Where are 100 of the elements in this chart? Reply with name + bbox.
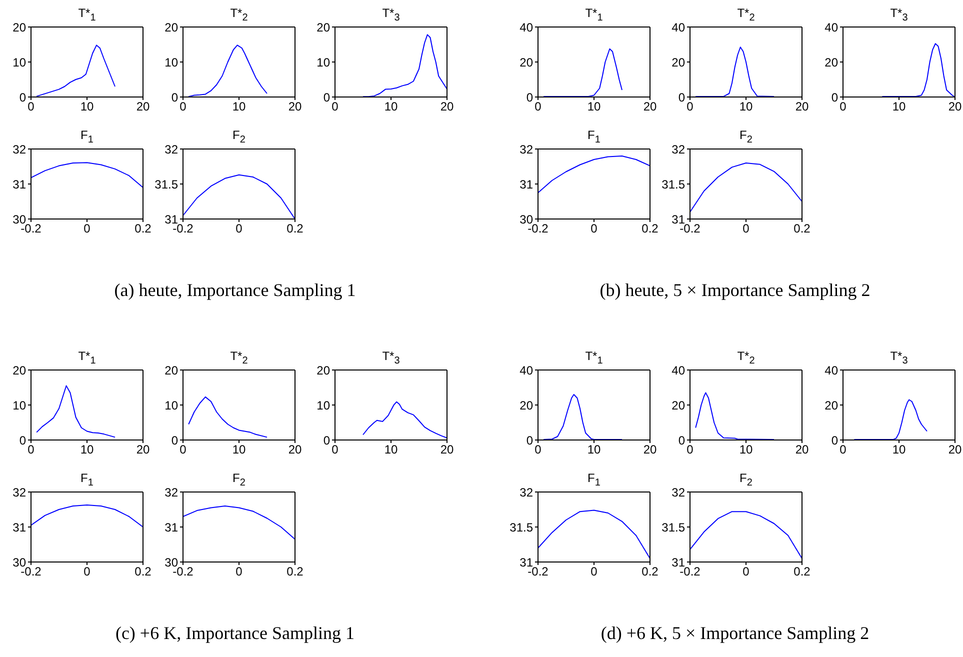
y-tick-label: 0 — [19, 433, 26, 448]
y-tick-label: 40 — [824, 20, 838, 34]
line-series — [362, 401, 447, 438]
y-tick-label: 32 — [672, 142, 686, 156]
y-tick-label: 31.5 — [662, 520, 686, 534]
x-tick-label: 0.2 — [286, 564, 304, 579]
y-tick-label: 20 — [672, 55, 686, 70]
y-tick-label: 32 — [672, 485, 686, 500]
y-tick-label: 0 — [19, 90, 26, 104]
x-tick-label: 0.2 — [642, 564, 659, 579]
x-tick-label: 0.2 — [794, 222, 811, 236]
x-tick-label: 10 — [892, 442, 906, 457]
x-tick-label: 10 — [80, 442, 94, 457]
chart-title: T*$_{2}$ — [736, 5, 756, 26]
x-tick-label: 0.2 — [642, 222, 659, 236]
y-tick-label: 31 — [520, 177, 534, 192]
line-series — [882, 43, 955, 97]
x-tick-label: 0 — [590, 222, 598, 236]
chart-title: F$_{1}$ — [80, 127, 94, 148]
text: (c) +6 K, Importance Sampling 1 — [114, 623, 356, 644]
text: (b) heute, 5 × Importance Sampling 2 — [598, 280, 872, 301]
y-tick-label: 10 — [316, 55, 330, 70]
y-tick-label: 0 — [526, 433, 534, 448]
x-tick-label: 0.2 — [134, 222, 152, 236]
y-tick-label: 40 — [520, 363, 534, 378]
x-tick-label: 10 — [80, 100, 94, 114]
y-tick-label: 20 — [520, 55, 534, 70]
y-tick-label: 10 — [316, 398, 330, 412]
x-tick-label: 20 — [136, 442, 150, 457]
chart-title: T*$_{1}$ — [584, 348, 604, 368]
line-series — [362, 34, 447, 97]
x-tick-label: 20 — [440, 100, 454, 114]
chart-title: F$_{1}$ — [586, 470, 602, 490]
y-tick-label: 30 — [12, 212, 26, 226]
x-tick-label: 20 — [948, 442, 962, 457]
y-tick-label: 30 — [12, 555, 26, 570]
x-tick-label: 10 — [739, 442, 753, 457]
y-tick-label: 20 — [164, 20, 178, 34]
line-series — [36, 44, 116, 97]
y-tick-label: 20 — [316, 20, 330, 34]
x-tick-label: 0 — [84, 222, 91, 236]
y-tick-label: 20 — [824, 398, 838, 412]
y-tick-label: 32 — [164, 485, 178, 500]
line-series — [690, 511, 802, 559]
chart-title: F$_{2}$ — [738, 470, 754, 490]
x-tick-label: 0.2 — [134, 564, 152, 579]
x-tick-label: 0 — [236, 222, 243, 236]
y-tick-label: 10 — [12, 398, 26, 412]
chart-title: F$_{1}$ — [80, 470, 94, 490]
x-tick-label: 20 — [795, 442, 809, 457]
y-tick-label: 0 — [678, 90, 686, 104]
chart-title: T*$_{2}$ — [229, 5, 249, 26]
line-series — [31, 504, 143, 528]
y-tick-label: 0 — [323, 90, 330, 104]
y-tick-label: 31 — [12, 177, 26, 192]
y-tick-label: 20 — [12, 363, 26, 378]
line-series — [188, 396, 268, 438]
y-tick-label: 20 — [12, 20, 26, 34]
x-tick-label: 0 — [742, 564, 750, 579]
x-tick-label: 20 — [288, 100, 302, 114]
y-tick-label: 40 — [520, 20, 534, 34]
chart-title: F$_{2}$ — [738, 127, 754, 148]
x-tick-label: 10 — [384, 442, 398, 457]
x-tick-label: 10 — [587, 100, 601, 114]
chart-title: T*$_{2}$ — [229, 348, 249, 368]
y-tick-label: 40 — [672, 363, 686, 378]
x-tick-label: 20 — [643, 100, 657, 114]
x-tick-label: 10 — [892, 100, 906, 114]
y-tick-label: 20 — [672, 398, 686, 412]
y-tick-label: 0 — [171, 90, 178, 104]
y-tick-label: 10 — [164, 55, 178, 70]
y-tick-label: 32 — [12, 142, 26, 156]
y-tick-label: 20 — [316, 363, 330, 378]
y-tick-label: 0 — [831, 90, 838, 104]
y-tick-label: 31 — [672, 212, 686, 226]
chart-title: T*$_{3}$ — [381, 348, 401, 368]
line-series — [183, 506, 295, 540]
y-tick-label: 40 — [672, 20, 686, 34]
x-tick-label: 20 — [795, 100, 809, 114]
line-series — [31, 162, 143, 188]
line-series — [543, 394, 622, 440]
x-tick-label: 20 — [136, 100, 150, 114]
y-tick-label: 32 — [520, 142, 534, 156]
x-tick-label: 20 — [288, 442, 302, 457]
line-series — [538, 510, 650, 559]
chart-title: T*$_{2}$ — [736, 348, 756, 368]
x-tick-label: 10 — [587, 442, 601, 457]
y-tick-label: 20 — [164, 363, 178, 378]
line-series — [543, 48, 622, 97]
x-tick-label: 10 — [232, 442, 246, 457]
x-tick-label: 0 — [236, 564, 243, 579]
y-tick-label: 30 — [520, 212, 534, 226]
x-tick-label: 10 — [739, 100, 753, 114]
chart-title: T*$_{3}$ — [381, 5, 401, 26]
chart-title: T*$_{1}$ — [77, 5, 97, 26]
y-tick-label: 31 — [12, 520, 26, 534]
chart-title: T*$_{3}$ — [889, 5, 909, 26]
chart-title: T*$_{3}$ — [889, 348, 909, 368]
x-tick-label: 0 — [742, 222, 750, 236]
y-tick-label: 30 — [164, 555, 178, 570]
